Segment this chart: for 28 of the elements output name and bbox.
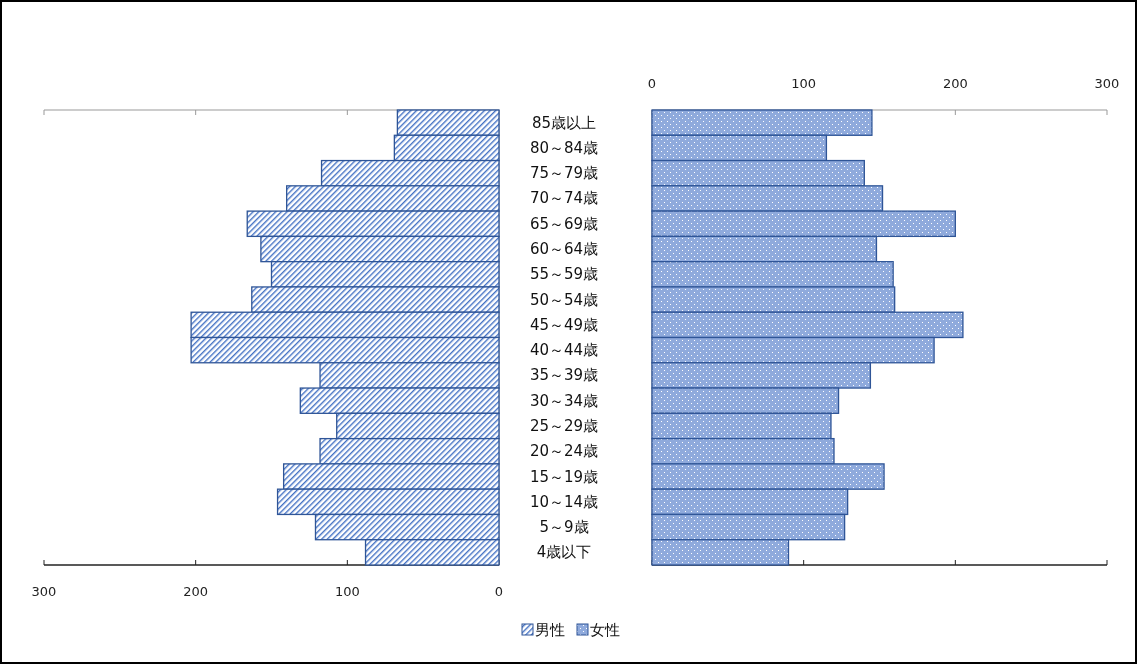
y-tick-label: 35～39歳: [529, 366, 599, 385]
x-tick-label: 200: [183, 584, 209, 599]
y-tick-label: 60～64歳: [529, 240, 599, 259]
y-tick-label: 55～59歳: [529, 265, 599, 284]
y-tick-label: 30～34歳: [529, 391, 599, 410]
y-tick-label: 80～84歳: [529, 138, 599, 157]
x-tick-label: 0: [647, 76, 657, 91]
y-tick-label: 4歳以下: [536, 543, 592, 562]
legend-label: 男性: [535, 621, 565, 639]
y-tick-label: 10～14歳: [529, 492, 599, 511]
x-tick-label: 300: [31, 584, 57, 599]
x-tick-label: 200: [942, 76, 968, 91]
x-tick-label: 100: [791, 76, 817, 91]
x-tick-label: 100: [334, 584, 360, 599]
y-tick-label: 75～79歳: [529, 164, 599, 183]
y-tick-label: 70～74歳: [529, 189, 599, 208]
x-tick-label: 300: [1094, 76, 1120, 91]
legend-label: 女性: [590, 621, 620, 639]
y-tick-label: 5～9歳: [539, 518, 589, 537]
y-tick-label: 85歳以上: [531, 113, 597, 132]
x-tick-label: 0: [494, 584, 504, 599]
y-tick-label: 25～29歳: [529, 416, 599, 435]
y-tick-label: 20～24歳: [529, 442, 599, 461]
y-tick-label: 15～19歳: [529, 467, 599, 486]
y-tick-label: 50～54歳: [529, 290, 599, 309]
y-tick-label: 40～44歳: [529, 341, 599, 360]
y-tick-label: 65～69歳: [529, 214, 599, 233]
y-tick-label: 45～49歳: [529, 315, 599, 334]
